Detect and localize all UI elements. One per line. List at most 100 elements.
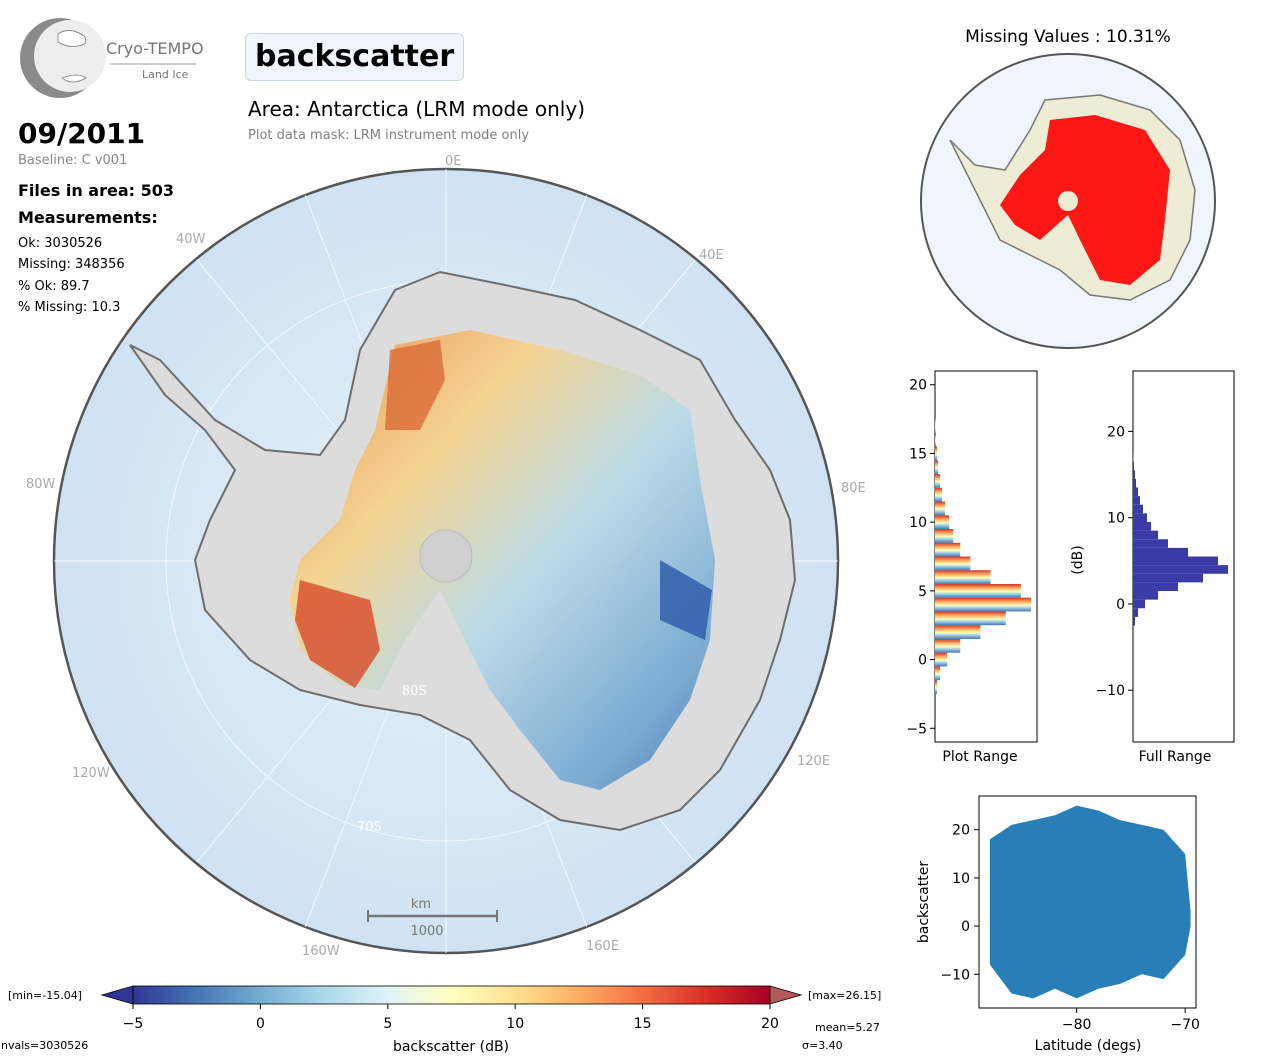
hist2-bar [1133,521,1151,531]
area-title: Area: Antarctica (LRM mode only) [248,97,586,121]
hist1-bar [935,597,1031,612]
missing-values-title: Missing Values : 10.31% [965,27,1171,47]
blue-patch-east [660,560,712,640]
hist1-bar [935,680,938,694]
hist1-ytick-label: 20 [909,378,927,394]
hist2-bar [1133,470,1135,479]
colorbar-tick-label: 10 [506,1016,524,1032]
hist2-bar [1133,608,1138,617]
hist1-ytick-label: 0 [918,653,927,669]
hist1-bar [935,515,950,530]
scale-value: 1000 [410,924,443,939]
stat-pct-missing: % Missing: 10.3 [18,300,121,315]
histogram-plot-range: −5 0 5 10 15 20 Plot Range [906,370,1038,765]
hist2-bar [1133,478,1136,488]
hist1-ytick-label: 5 [918,584,927,600]
hist2-bar [1133,565,1228,574]
lon-label-120w: 120W [72,766,110,781]
lat-label-70s: 70S [357,820,382,835]
hist2-xlabel: Full Range [1139,749,1212,765]
hist2-ytick-label: 0 [1116,597,1125,613]
colorbar-sigma: σ=3.40 [802,1039,843,1052]
scatter-ytick-label: 20 [952,823,970,839]
hist2-ylabel: (dB) [1070,545,1086,574]
measurements-heading: Measurements: [18,208,158,227]
lat-label-80s: 80S [402,684,427,699]
scatter-ytick-label: −10 [940,967,970,983]
hist2-ytick-label: 10 [1107,511,1125,527]
hist1-bar [935,487,943,502]
hist1-bar [935,432,937,447]
colorbar-tick-label: 5 [383,1016,392,1032]
scatter-ylabel: backscatter [916,861,932,943]
files-count: Files in area: 503 [18,181,174,200]
hist2-ytick-label: 20 [1107,424,1125,440]
hist2-bar [1133,496,1140,505]
hist2-bar [1133,513,1147,522]
scatter-ytick-label: 0 [961,919,970,935]
hist2-bar [1133,504,1143,514]
colorbar-tick-label: 0 [256,1016,265,1032]
date-label: 09/2011 [18,117,146,150]
hist1-ytick-label: 10 [909,515,927,531]
logo-name: Cryo-TEMPO [106,39,204,58]
histogram-full-range: −10 0 10 20 (dB) Full Range [1070,370,1235,765]
colorbar-gradient [132,985,771,1005]
hist1-bar [935,529,954,543]
colorbar-min-extend [100,985,134,1005]
colorbar-tick-label: 15 [634,1016,652,1032]
hist1-bar [935,583,1021,598]
hist1-bar [935,625,981,639]
lon-label-80e: 80E [841,481,866,496]
hist1-bars [935,419,1031,694]
mask-note: Plot data mask: LRM instrument mode only [248,128,530,143]
hist2-bar [1133,539,1168,548]
colorbar-nvals: nvals=3030526 [1,1039,88,1052]
scatter-point-cloud [989,805,1191,999]
logo-sub: Land Ice [142,68,189,81]
hist1-bar [935,474,941,488]
colorbar-tick-label: 20 [761,1016,779,1032]
hist1-ytick-label: −5 [906,721,927,737]
scatter-xtick-label: −70 [1170,1017,1200,1033]
colorbar-min-label: [min=-15.04] [8,989,82,1002]
lon-label-160e: 160E [586,939,619,954]
hist2-bar [1133,582,1178,592]
hist1-bar [935,446,938,461]
hist2-bar [1133,530,1158,540]
hist2-bar [1133,461,1134,471]
stat-ok: Ok: 3030526 [18,236,103,251]
lon-label-0e: 0E [445,154,462,169]
hist1-bar [935,652,948,667]
lon-label-40e: 40E [699,248,724,263]
hist2-bar [1133,573,1203,583]
colorbar: [min=-15.04] [max=26.15] −5 0 5 10 15 20 back… [1,985,881,1055]
hist2-bar [1133,452,1134,462]
hist2-bar [1133,487,1138,497]
hist1-bar [935,501,946,516]
hist1-bar [935,542,961,557]
red-patch-north [385,340,445,430]
colorbar-max-label: [max=26.15] [808,989,881,1002]
scale-unit: km [411,897,431,912]
red-patch-west [295,580,380,688]
hist1-bar [935,556,971,571]
hist1-ytick-label: 15 [909,446,927,462]
baseline-label: Baseline: C v001 [18,153,128,168]
scatter-xtick-label: −80 [1062,1017,1092,1033]
hist1-bar [935,638,961,653]
pole-hole [419,529,473,583]
hist2-bar [1133,556,1218,566]
lon-label-40w: 40W [176,232,206,247]
hist1-bar [935,666,941,681]
lon-label-160w: 160W [302,944,340,959]
scatter-latitude: −80 −70 −10 0 10 20 Latitude (degs) backscatt… [916,795,1200,1054]
hist1-bar [935,419,936,433]
stat-pct-ok: % Ok: 89.7 [18,279,90,294]
hist2-bar [1133,616,1135,626]
main-map: 0E 40E 80E 120E 160E 160W 120W 80W 40W 8… [26,154,866,959]
hist2-ytick-label: −10 [1095,683,1125,699]
variable-title: backscatter [245,33,465,81]
colorbar-label: backscatter (dB) [393,1039,509,1055]
hist1-bar [935,460,939,475]
